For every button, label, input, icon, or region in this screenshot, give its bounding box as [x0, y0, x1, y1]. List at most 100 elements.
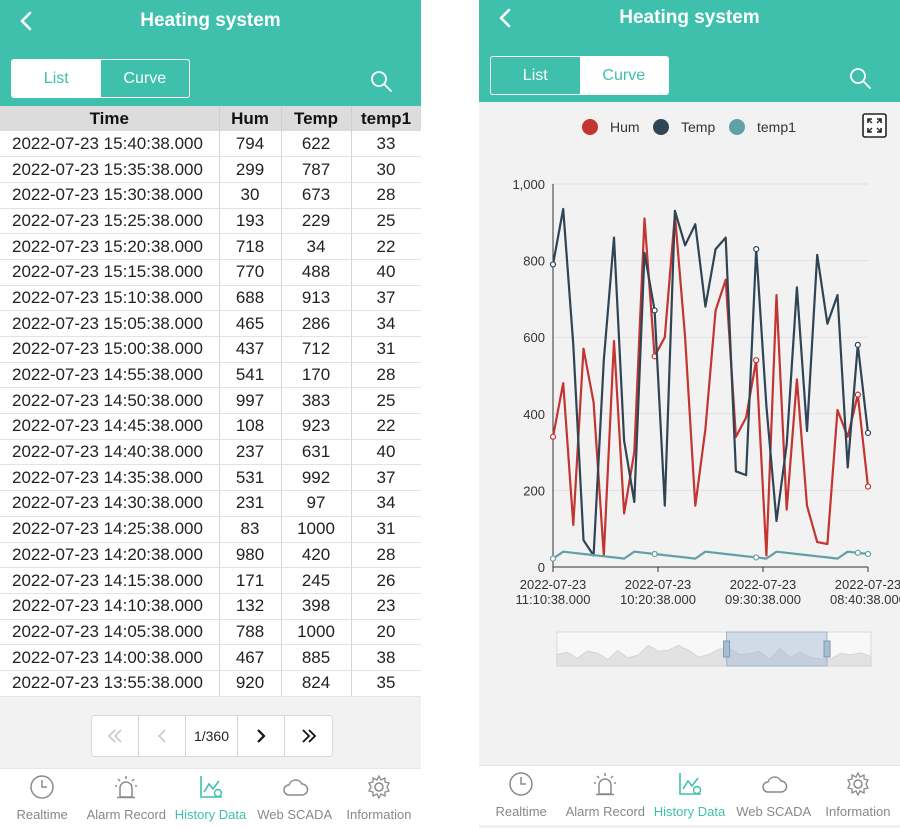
app-header: Heating system List Curve — [479, 0, 900, 102]
cell-temp: 824 — [281, 670, 352, 697]
cell-time: 2022-07-23 15:15:38.000 — [0, 259, 220, 286]
curve-view-screen: Heating system List Curve Hum Temp temp1 0 2… — [479, 0, 900, 828]
table-row: 2022-07-23 15:40:38.000 794 622 33 — [0, 131, 421, 158]
table-row: 2022-07-23 14:50:38.000 997 383 25 — [0, 387, 421, 415]
bottom-tab-bar: Realtime Alarm Record History Data Web SCAD… — [0, 768, 421, 828]
table-row: 2022-07-23 14:55:38.000 541 170 28 — [0, 362, 421, 389]
back-icon[interactable] — [16, 10, 38, 32]
gear-icon — [367, 774, 390, 800]
cell-temp: 398 — [281, 593, 352, 620]
cell-hum: 83 — [219, 516, 282, 543]
cell-temp: 885 — [281, 644, 352, 671]
tab-label: Alarm Record — [565, 804, 646, 819]
table-row: 2022-07-23 14:25:38.000 83 1000 31 — [0, 516, 421, 543]
tab-list[interactable]: List — [522, 66, 548, 84]
cell-time: 2022-07-23 14:50:38.000 — [0, 387, 220, 415]
series-line-temp — [551, 207, 870, 557]
cell-temp1: 35 — [351, 670, 421, 697]
view-toggle: List Curve — [490, 56, 669, 95]
data-point-hum — [864, 483, 872, 490]
cell-hum: 231 — [219, 490, 282, 517]
cell-hum: 541 — [219, 362, 282, 389]
last-page-button[interactable] — [285, 716, 332, 756]
double-chevron-right-icon — [301, 729, 316, 743]
table-row: 2022-07-23 14:10:38.000 132 398 23 — [0, 593, 421, 620]
list-view-screen: Heating system List Curve Time Hum Temp … — [0, 0, 421, 828]
x-tick-label-date: 2022-07-23 — [730, 577, 797, 592]
cell-hum: 299 — [219, 156, 282, 183]
legend-marker-hum — [582, 119, 598, 135]
first-page-button[interactable] — [92, 716, 139, 756]
clock-icon — [509, 772, 533, 796]
history-chart-icon — [199, 776, 222, 798]
tab-information[interactable]: Information — [816, 766, 900, 825]
table-row: 2022-07-23 14:20:38.000 980 420 28 — [0, 542, 421, 569]
tab-web-scada[interactable]: Web SCADA — [732, 766, 816, 825]
cell-hum: 688 — [219, 285, 282, 312]
cell-time: 2022-07-23 14:45:38.000 — [0, 413, 220, 440]
tab-information[interactable]: Information — [337, 769, 421, 828]
fullscreen-icon[interactable] — [862, 113, 887, 138]
double-chevron-left-icon — [107, 729, 122, 743]
zoom-slider-handle[interactable] — [723, 640, 731, 658]
cell-hum: 465 — [219, 310, 282, 337]
tab-web-scada[interactable]: Web SCADA — [253, 769, 337, 828]
tab-history-data[interactable]: History Data — [647, 766, 731, 825]
app-header: Heating system List Curve — [0, 0, 421, 106]
cell-temp: 1000 — [281, 619, 352, 646]
tab-curve[interactable]: Curve — [123, 69, 167, 87]
cell-time: 2022-07-23 15:10:38.000 — [0, 285, 220, 312]
cell-hum: 920 — [219, 670, 282, 697]
next-page-button[interactable] — [238, 716, 285, 756]
cell-temp: 622 — [281, 131, 352, 158]
cell-temp1: 28 — [351, 362, 421, 389]
search-icon[interactable] — [369, 69, 393, 93]
tab-realtime[interactable]: Realtime — [479, 766, 563, 825]
cell-temp: 787 — [281, 156, 352, 183]
cell-temp: 229 — [281, 208, 352, 235]
table-row: 2022-07-23 14:30:38.000 231 97 34 — [0, 490, 421, 517]
tab-label: Information — [825, 804, 891, 819]
cell-temp: 923 — [281, 413, 352, 440]
cell-hum: 193 — [219, 208, 282, 235]
column-header-time: Time — [0, 106, 220, 131]
tab-history-data[interactable]: History Data — [168, 769, 252, 828]
zoom-slider-handle[interactable] — [823, 640, 831, 658]
cell-hum: 171 — [219, 567, 282, 594]
tab-realtime[interactable]: Realtime — [0, 769, 84, 828]
table-row: 2022-07-23 13:55:38.000 920 824 35 — [0, 670, 421, 697]
cloud-icon — [762, 776, 787, 793]
alarm-icon — [594, 773, 617, 796]
prev-page-button[interactable] — [139, 716, 186, 756]
tab-label: History Data — [174, 807, 247, 822]
y-tick-label: 200 — [523, 483, 545, 498]
tab-curve[interactable]: Curve — [579, 57, 668, 94]
tab-alarm-record[interactable]: Alarm Record — [563, 766, 647, 825]
cell-hum: 132 — [219, 593, 282, 620]
cell-hum: 437 — [219, 336, 282, 363]
x-tick-label-time: 09:30:38.000 — [725, 592, 801, 607]
data-point-temp — [549, 261, 557, 268]
cell-time: 2022-07-23 15:05:38.000 — [0, 310, 220, 337]
cell-temp1: 28 — [351, 182, 421, 209]
table-row: 2022-07-23 15:20:38.000 718 34 22 — [0, 233, 421, 260]
table-row: 2022-07-23 15:00:38.000 437 712 31 — [0, 336, 421, 363]
tab-list[interactable]: List — [12, 60, 101, 97]
back-icon[interactable] — [495, 7, 517, 29]
cell-time: 2022-07-23 14:35:38.000 — [0, 464, 220, 492]
cell-temp1: 28 — [351, 542, 421, 569]
cell-time: 2022-07-23 14:05:38.000 — [0, 619, 220, 646]
tab-alarm-record[interactable]: Alarm Record — [84, 769, 168, 828]
cell-temp1: 31 — [351, 336, 421, 363]
data-point-temp1 — [753, 554, 760, 561]
cell-time: 2022-07-23 14:25:38.000 — [0, 516, 220, 543]
data-point-temp — [854, 341, 861, 348]
cell-temp: 913 — [281, 285, 352, 312]
table-row: 2022-07-23 15:35:38.000 299 787 30 — [0, 156, 421, 183]
cell-time: 2022-07-23 15:35:38.000 — [0, 156, 220, 183]
cell-hum: 531 — [219, 464, 282, 492]
search-icon[interactable] — [848, 66, 872, 90]
clock-icon — [30, 775, 54, 799]
cell-temp: 1000 — [281, 516, 352, 543]
line-chart: Hum Temp temp1 0 200 400 600 800 1,000 2022-07-23… — [512, 113, 900, 667]
